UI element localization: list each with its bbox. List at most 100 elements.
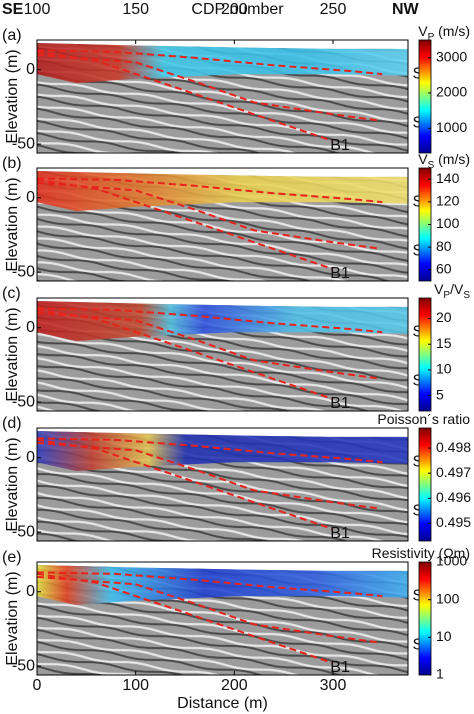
colorbar-tick-label: 0.498 [436, 439, 471, 455]
horizon-line [37, 307, 383, 334]
colorbar [418, 297, 432, 412]
panel-frame [36, 167, 409, 282]
x-tick-label: 300 [320, 677, 347, 694]
panel [37, 301, 408, 411]
colorbar-title-part: Resistivity (Ωm) [372, 545, 470, 561]
y-tick-label: -50 [12, 263, 35, 280]
colorbar [418, 427, 432, 542]
horizon-line [37, 441, 378, 510]
x2-tick-label: 250 [320, 1, 347, 18]
colorbar-tick-label: 100 [436, 590, 460, 606]
y-axis-label: Elevation (m) [4, 177, 21, 271]
horizon-line [37, 50, 334, 143]
panel [37, 171, 408, 281]
colorbar-title: VS (m/s) [418, 151, 470, 171]
side-label: NW [392, 1, 420, 18]
y-axis-label: Elevation (m) [4, 49, 21, 143]
panel-label: (c) [2, 285, 21, 302]
horizon-line [37, 437, 383, 464]
colorbar-title-part: P [428, 32, 435, 43]
colorbar-tick-label: 5 [436, 386, 444, 402]
x2-tick-label: 150 [122, 1, 149, 18]
panel-label: (e) [2, 549, 22, 566]
horizon-line [37, 572, 334, 665]
panel-frame [36, 427, 409, 542]
colorbar-tick-label: 3000 [436, 48, 467, 64]
horizon-line [37, 178, 334, 271]
horizon-line [37, 181, 378, 250]
x2-tick-label: 100 [24, 1, 51, 18]
y-tick-label: 0 [26, 583, 35, 600]
horizon-line [37, 177, 383, 204]
horizon-label: B1 [330, 525, 350, 542]
y-tick-label: -50 [12, 657, 35, 674]
panel-frame [36, 561, 409, 676]
colorbar [418, 561, 432, 676]
colorbar-tick-label: 15 [436, 335, 452, 351]
y-tick-label: -50 [12, 393, 35, 410]
y-axis-label: Elevation (m) [4, 307, 21, 401]
colorbar-tick-label: 2000 [436, 84, 467, 100]
colorbar-tick-label: 10 [436, 361, 452, 377]
y-axis-label: Elevation (m) [4, 571, 21, 665]
x2-tick-label: 200 [221, 1, 248, 18]
colorbar-tick-label: 1 [436, 666, 444, 682]
horizon-label: B1 [330, 659, 350, 676]
x-tick-label: 200 [221, 677, 248, 694]
panel [37, 43, 408, 153]
colorbar-tick-label: 10 [436, 628, 452, 644]
horizon-line [37, 575, 378, 644]
horizon-line [37, 53, 378, 122]
colorbar-tick-label: 140 [436, 170, 460, 186]
colorbar-title-part: Poisson´s ratio [377, 411, 470, 427]
y-axis-label: Elevation (m) [4, 437, 21, 531]
colorbar-tick-label: 0.497 [436, 464, 471, 480]
x-tick-label: 0 [33, 677, 42, 694]
y-tick-label: 0 [26, 189, 35, 206]
colorbar-title: VP/VS [434, 281, 470, 301]
colorbar-tick-label: 0.495 [436, 514, 471, 530]
y-tick-label: -50 [12, 523, 35, 540]
horizon-line [37, 571, 383, 598]
colorbar-title-part: (m/s) [434, 151, 470, 167]
x-tick-label: 100 [122, 677, 149, 694]
colorbar-title: VP (m/s) [418, 23, 470, 43]
y-tick-label: 0 [26, 319, 35, 336]
panel-label: (d) [2, 415, 22, 432]
colorbar-tick-label: 100 [436, 215, 460, 231]
colorbar-tick-label: 60 [436, 260, 452, 276]
side-label: SE [2, 1, 24, 18]
horizon-line [37, 438, 334, 531]
horizon-line [37, 49, 383, 76]
colorbar-tick-label: 0.496 [436, 489, 471, 505]
horizon-label: B1 [330, 137, 350, 154]
colorbar-title-part: S [463, 290, 470, 301]
x2-axis-label: CDP number [191, 1, 284, 18]
panel-frame [36, 297, 409, 412]
horizon-line [37, 308, 334, 401]
horizon-label: B1 [330, 395, 350, 412]
x-axis-label: Distance (m) [177, 695, 268, 712]
colorbar-title: Poisson´s ratio [377, 411, 470, 427]
panel-frame [36, 39, 409, 154]
colorbar-tick-label: 20 [436, 309, 452, 325]
colorbar-title: Resistivity (Ωm) [372, 545, 470, 561]
y-tick-label: 0 [26, 449, 35, 466]
colorbar-title-part: /V [450, 281, 464, 297]
colorbar [418, 39, 432, 154]
panel-label: (b) [2, 155, 22, 172]
horizon-label: B1 [330, 265, 350, 282]
y-tick-label: -50 [12, 135, 35, 152]
colorbar-title-part: S [428, 160, 435, 171]
colorbar-title-part: V [418, 151, 428, 167]
colorbar-title-part: V [434, 281, 444, 297]
colorbar-tick-label: 120 [436, 193, 460, 209]
colorbar-title-part: P [443, 290, 450, 301]
colorbar-tick-label: 80 [436, 238, 452, 254]
colorbar-tick-label: 1000 [436, 553, 467, 569]
horizon-line [37, 311, 378, 380]
colorbar-title-part: (m/s) [434, 23, 470, 39]
y-tick-label: 0 [26, 61, 35, 78]
panel [37, 565, 408, 675]
